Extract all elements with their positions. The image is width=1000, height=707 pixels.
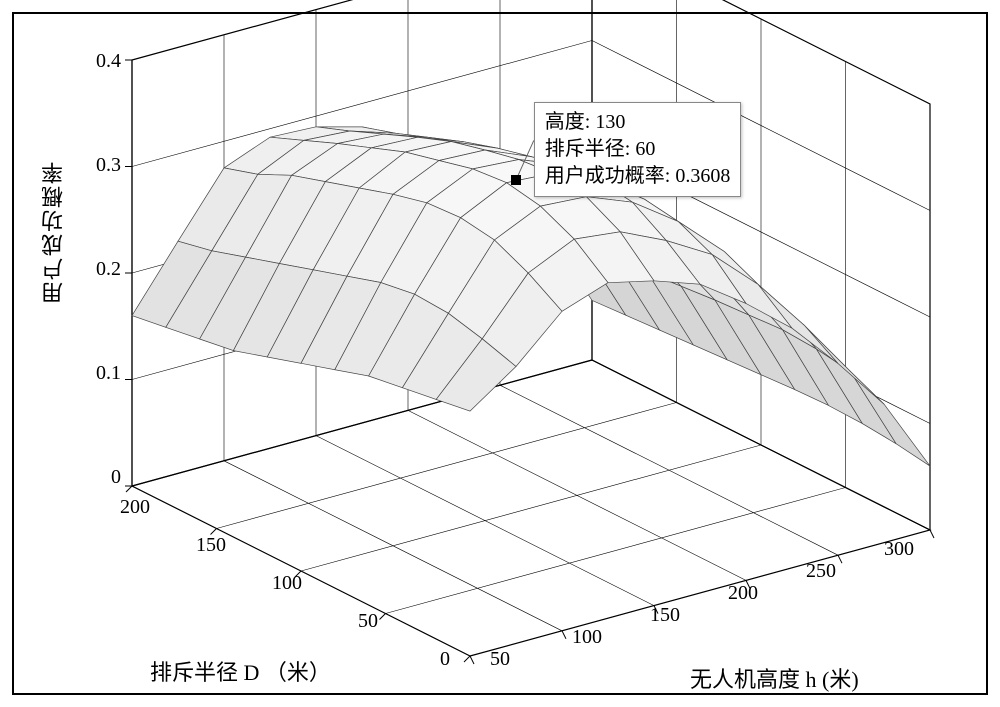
tooltip-line-1: 高度: 130	[545, 109, 731, 136]
z-tick-0.4: 0.4	[96, 50, 121, 73]
z-tick-0.2: 0.2	[96, 258, 121, 281]
z-axis-label: 用户成功概率	[38, 160, 70, 304]
x-tick-250: 250	[806, 560, 836, 583]
y-tick-100: 100	[272, 572, 302, 595]
x-tick-100: 100	[572, 626, 602, 649]
tooltip-line-3: 用户成功概率: 0.3608	[545, 163, 731, 190]
z-tick-0.1: 0.1	[96, 362, 121, 385]
x-tick-200: 200	[728, 582, 758, 605]
z-tick-0.3: 0.3	[96, 154, 121, 177]
x-axis-label: 无人机高度 h (米)	[690, 662, 859, 694]
x-tick-50: 50	[490, 648, 510, 671]
x-tick-300: 300	[884, 538, 914, 561]
x-tick-150: 150	[650, 604, 680, 627]
y-tick-150: 150	[196, 534, 226, 557]
z-tick-0: 0	[111, 466, 121, 489]
y-tick-50: 50	[358, 610, 378, 633]
tooltip-line-2: 排斥半径: 60	[545, 136, 731, 163]
surface-plot	[0, 0, 1000, 707]
y-tick-200: 200	[120, 496, 150, 519]
data-tip-marker[interactable]	[511, 175, 521, 185]
y-tick-0: 0	[440, 648, 450, 671]
y-axis-label: 排斥半径 D （米）	[150, 655, 331, 687]
data-tip-tooltip: 高度: 130 排斥半径: 60 用户成功概率: 0.3608	[534, 102, 742, 197]
